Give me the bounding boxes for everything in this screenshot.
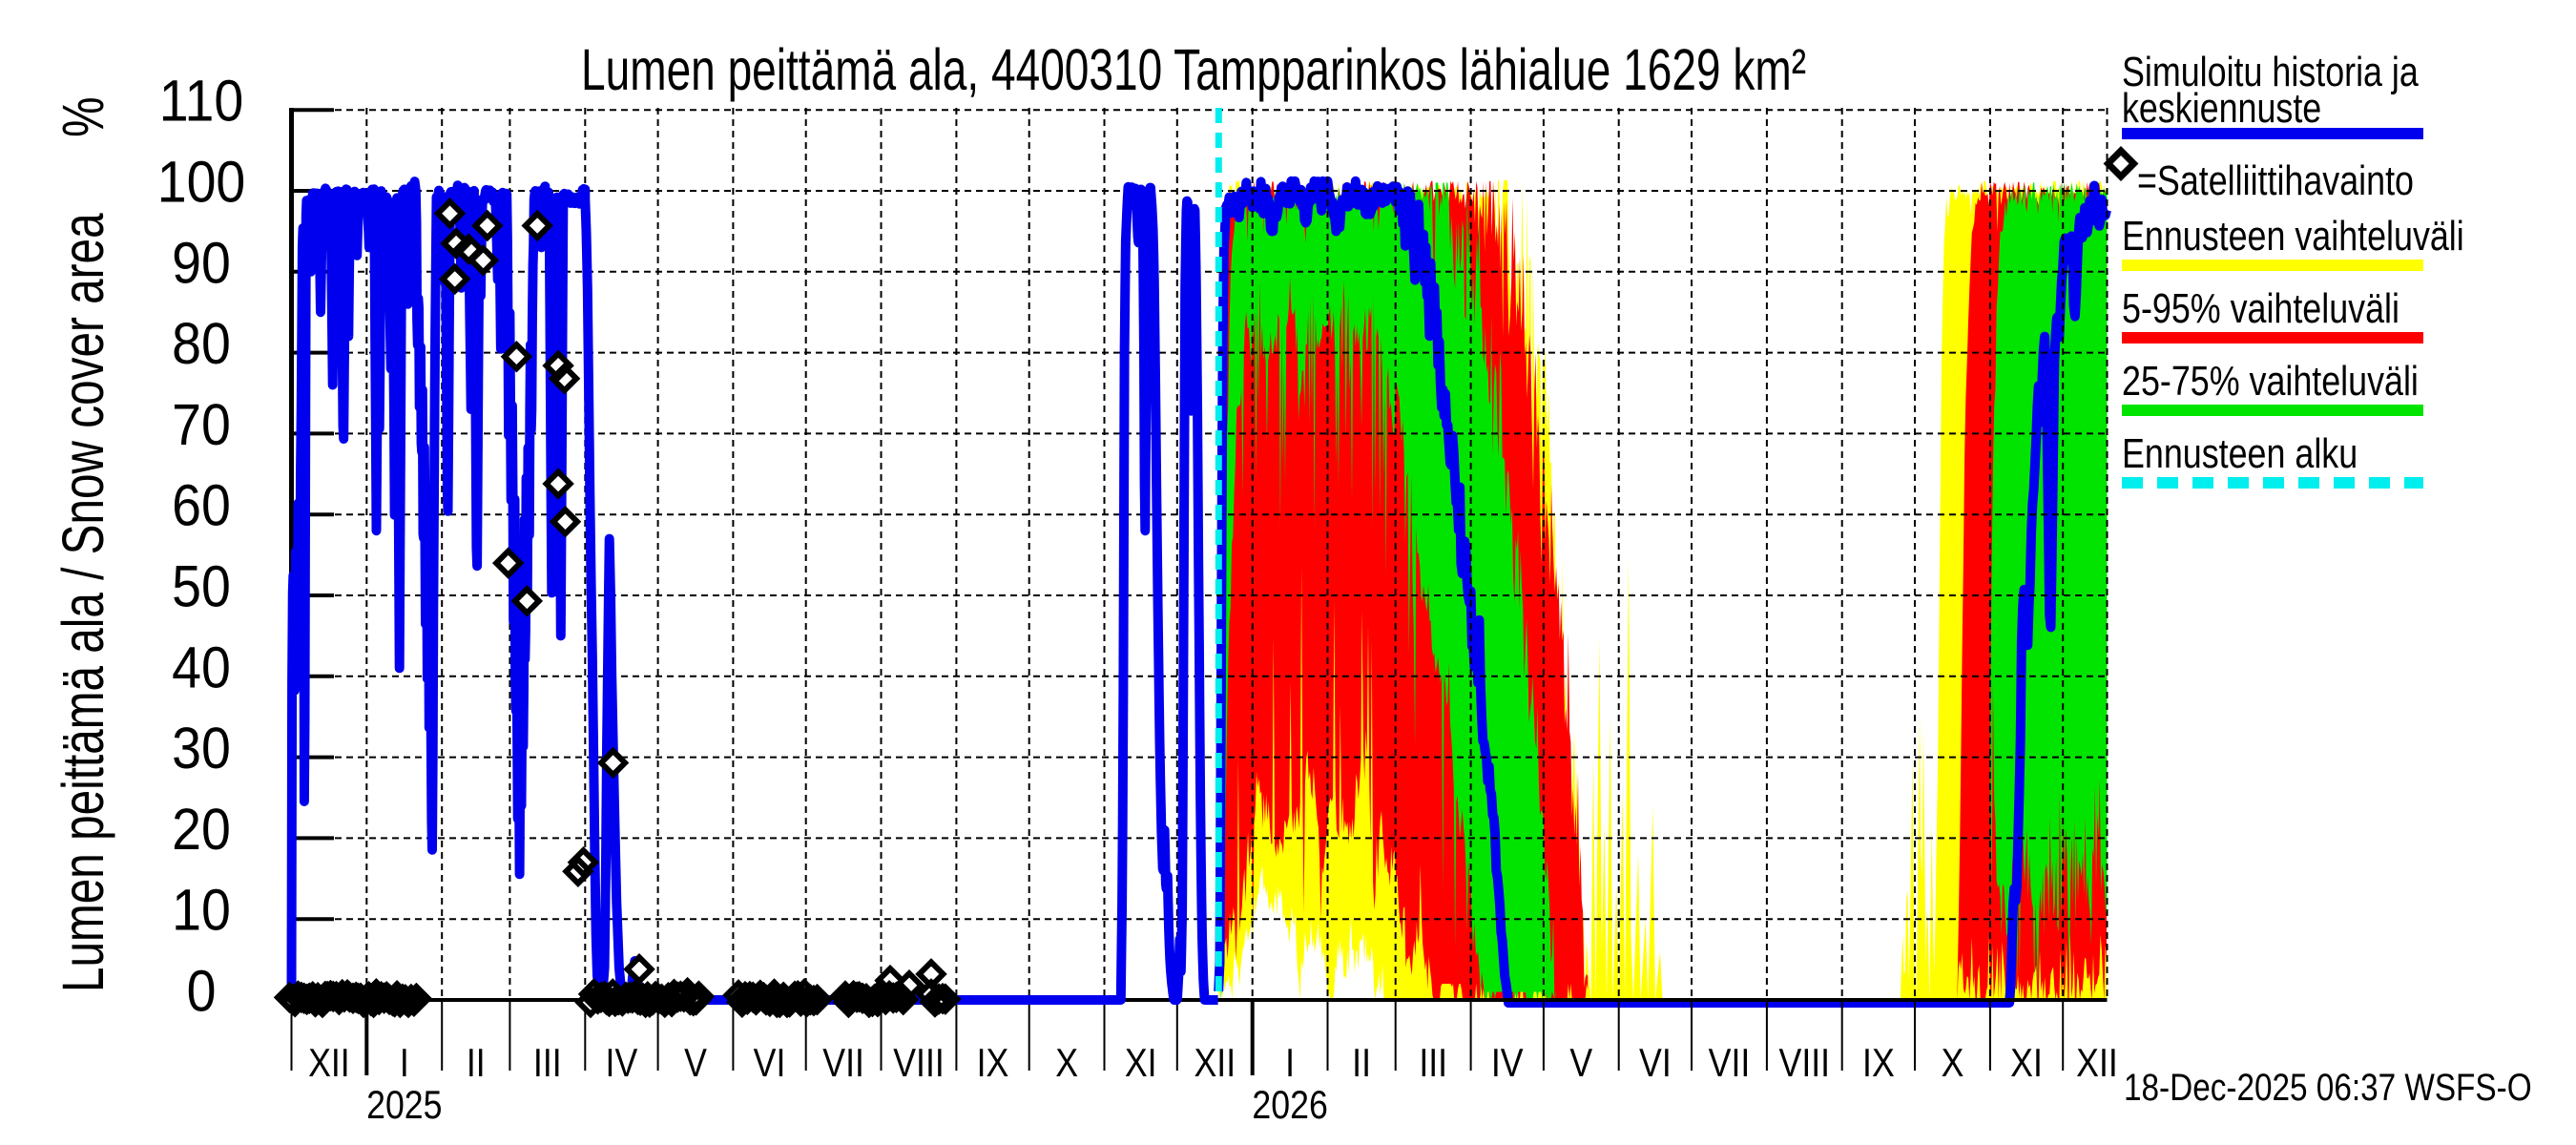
svg-text:VII: VII <box>822 1041 864 1085</box>
svg-text:0: 0 <box>187 959 217 1024</box>
svg-text:18-Dec-2025 06:37 WSFS-O: 18-Dec-2025 06:37 WSFS-O <box>2124 1066 2532 1109</box>
svg-text:110: 110 <box>159 69 243 134</box>
svg-text:IV: IV <box>606 1041 638 1085</box>
svg-text:II: II <box>467 1041 486 1085</box>
svg-text:II: II <box>1352 1041 1371 1085</box>
svg-text:IX: IX <box>1862 1041 1895 1085</box>
svg-text:25-75% vaihteluväli: 25-75% vaihteluväli <box>2122 358 2419 405</box>
svg-text:VII: VII <box>1709 1041 1751 1085</box>
svg-text:2025: 2025 <box>366 1083 442 1127</box>
svg-text:IX: IX <box>977 1041 1009 1085</box>
svg-text:90: 90 <box>172 231 231 296</box>
svg-text:80: 80 <box>172 312 231 377</box>
svg-text:XII: XII <box>1194 1041 1236 1085</box>
svg-text:III: III <box>533 1041 562 1085</box>
svg-text:50: 50 <box>172 554 231 619</box>
svg-text:V: V <box>684 1041 707 1085</box>
svg-text:2026: 2026 <box>1252 1083 1327 1127</box>
svg-text:VIII: VIII <box>893 1041 945 1085</box>
svg-text:=Satelliittihavainto: =Satelliittihavainto <box>2137 157 2414 204</box>
svg-text:5-95% vaihteluväli: 5-95% vaihteluväli <box>2122 285 2399 332</box>
svg-text:V: V <box>1569 1041 1592 1085</box>
svg-text:40: 40 <box>172 635 231 700</box>
svg-text:I: I <box>400 1041 409 1085</box>
svg-text:I: I <box>1285 1041 1295 1085</box>
svg-text:30: 30 <box>172 717 231 781</box>
svg-text:10: 10 <box>172 878 231 943</box>
svg-text:20: 20 <box>172 798 231 863</box>
svg-text:keskiennuste: keskiennuste <box>2122 85 2321 132</box>
svg-text:X: X <box>1942 1041 1964 1085</box>
svg-text:70: 70 <box>172 393 231 458</box>
svg-text:VI: VI <box>754 1041 786 1085</box>
svg-text:XI: XI <box>2010 1041 2043 1085</box>
svg-text:VIII: VIII <box>1779 1041 1831 1085</box>
svg-text:Lumen peittämä ala / Snow cove: Lumen peittämä ala / Snow cover area % <box>50 96 115 992</box>
svg-text:X: X <box>1055 1041 1078 1085</box>
svg-text:Ennusteen alku: Ennusteen alku <box>2122 430 2358 477</box>
svg-text:XI: XI <box>1125 1041 1157 1085</box>
svg-text:XII: XII <box>308 1041 350 1085</box>
svg-text:100: 100 <box>157 150 246 215</box>
svg-text:XII: XII <box>2076 1041 2118 1085</box>
svg-text:IV: IV <box>1491 1041 1524 1085</box>
svg-text:VI: VI <box>1639 1041 1672 1085</box>
svg-text:III: III <box>1419 1041 1447 1085</box>
svg-text:60: 60 <box>172 473 231 538</box>
svg-text:Ennusteen vaihteluväli: Ennusteen vaihteluväli <box>2122 213 2464 260</box>
svg-text:Lumen peittämä ala, 4400310 Ta: Lumen peittämä ala, 4400310 Tampparinkos… <box>581 38 1806 103</box>
svg-text:Simuloitu historia ja: Simuloitu historia ja <box>2122 49 2419 95</box>
